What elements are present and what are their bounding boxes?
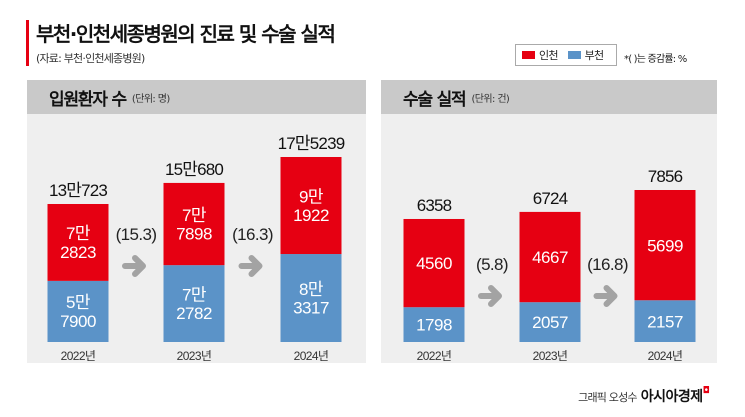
bar-bucheon (403, 307, 465, 342)
panel-header: 수술 실적 (단위: 건) (381, 80, 717, 114)
x-tick-label: 2022년 (61, 349, 96, 363)
bar-label-incheon: 7만 7898 (176, 206, 212, 244)
source-note: (자료: 부천·인천세종병원) (36, 52, 145, 65)
legend-swatch-bucheon (567, 51, 581, 59)
surgeries-chart: 1798 4560 6358 2022년 2057 4667 6724 2023년 2157 56… (403, 167, 696, 363)
panel-surgeries: 수술 실적 (단위: 건) 1798 4560 6358 2022년 2057 4667 6… (381, 80, 717, 363)
total-label: 15만680 (165, 160, 223, 179)
legend-label-bucheon: 부천 (584, 49, 604, 62)
credit-author: 그래픽 오성수 (578, 391, 637, 404)
bar-label-bucheon: 1798 (416, 316, 452, 335)
bar-label-incheon: 9만 1922 (293, 187, 329, 225)
brand-logo: 아시아경제 (640, 389, 703, 405)
panel-title: 입원환자 수 (49, 89, 127, 110)
x-tick-label: 2022년 (417, 349, 452, 363)
bar-label-incheon: 7만 2823 (60, 224, 96, 262)
growth-label: (16.3) (232, 225, 273, 244)
brand-mark-icon: ◘ (702, 386, 710, 396)
panel-unit: (단위: 명) (131, 93, 170, 105)
x-tick-label: 2024년 (294, 349, 329, 363)
growth-label: (16.8) (587, 255, 628, 274)
bar-bucheon (163, 265, 225, 342)
total-label: 17만5239 (278, 134, 345, 153)
inpatients-chart: 5만 7900 7만 2823 13만723 2022년 7만 2782 7만 7898 15만68… (47, 134, 346, 363)
bar-incheon (163, 182, 225, 266)
panel-title: 수술 실적 (403, 89, 467, 110)
panel-header: 입원환자 수 (단위: 명) (27, 80, 366, 114)
total-label: 6724 (533, 189, 568, 208)
bar-incheon (403, 218, 465, 308)
bar-bucheon (280, 254, 342, 342)
bar-label-incheon: 4560 (416, 254, 452, 273)
total-label: 7856 (648, 167, 683, 186)
panel-unit: (단위: 건) (471, 93, 510, 105)
arrow-right-icon (238, 255, 263, 277)
legend-swatch-incheon (522, 51, 535, 59)
arrow-right-icon (478, 285, 502, 307)
arrow-right-icon (593, 285, 618, 307)
page-title: 부천·인천세종병원의 진료 및 수술 실적 (36, 22, 336, 46)
bar-label-bucheon: 2057 (532, 313, 568, 332)
bar-label-bucheon: 7만 2782 (176, 285, 212, 323)
x-tick-label: 2023년 (533, 349, 568, 363)
title-accent-bar (26, 20, 29, 66)
bar-bucheon (634, 300, 696, 342)
growth-note: *( )는 증감률: % (624, 54, 687, 65)
panel-inpatients: 입원환자 수 (단위: 명) 5만 7900 7만 2823 13만723 2022년 7만… (27, 80, 366, 363)
legend-label-incheon: 인천 (539, 49, 558, 62)
bar-bucheon (47, 280, 109, 342)
growth-label: (5.8) (476, 255, 508, 274)
bar-bucheon (519, 302, 581, 342)
growth-label: (15.3) (116, 225, 157, 244)
arrow-right-icon (122, 255, 146, 277)
x-tick-label: 2023년 (177, 349, 212, 363)
bar-label-incheon: 5699 (647, 236, 683, 255)
bar-incheon (519, 211, 581, 303)
bar-incheon (634, 190, 696, 301)
bar-label-bucheon: 8만 3317 (293, 280, 329, 318)
total-label: 13만723 (49, 181, 107, 200)
bar-incheon (280, 157, 342, 255)
credit: 그래픽 오성수 아시아경제◘ (578, 386, 710, 406)
x-tick-label: 2024년 (648, 349, 683, 363)
bar-label-incheon: 4667 (532, 248, 568, 267)
bar-label-bucheon: 5만 7900 (60, 293, 96, 331)
total-label: 6358 (417, 196, 452, 215)
bar-incheon (47, 203, 109, 281)
bar-label-bucheon: 2157 (647, 312, 683, 331)
legend: 인천 부천 (515, 44, 617, 66)
